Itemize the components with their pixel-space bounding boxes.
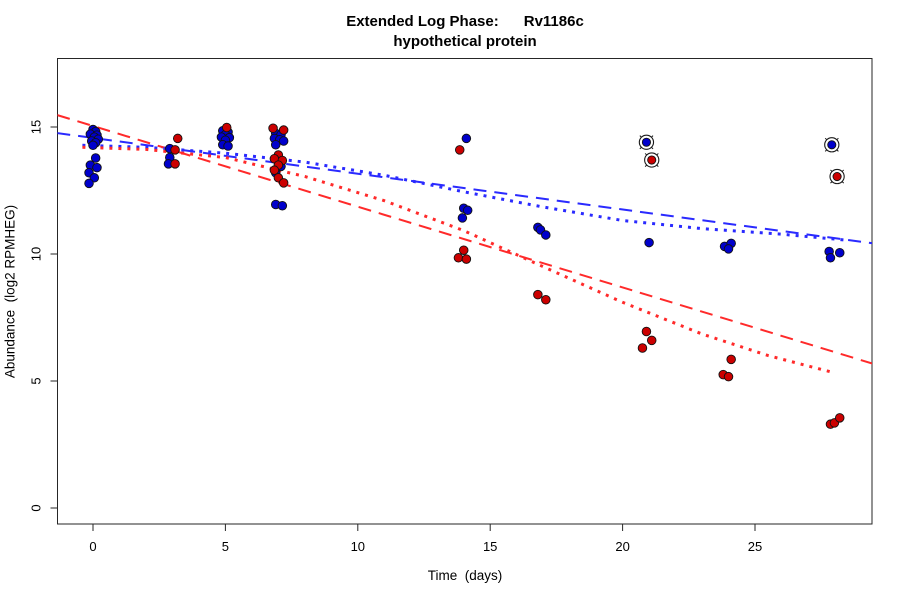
y-tick-label: 5 <box>29 377 44 384</box>
data-point <box>223 141 233 151</box>
outlier-point <box>641 137 651 147</box>
data-point <box>644 237 654 248</box>
data-point <box>461 254 472 264</box>
series-blue-points <box>84 124 845 263</box>
series-red-points <box>170 122 845 429</box>
data-point <box>172 133 183 144</box>
y-tick-label: 15 <box>29 120 44 134</box>
data-point <box>723 244 734 254</box>
data-point <box>458 245 469 255</box>
x-tick-label: 5 <box>222 539 229 554</box>
x-tick-label: 15 <box>483 539 497 554</box>
data-point <box>834 413 845 423</box>
y-tick-label: 0 <box>29 504 44 511</box>
data-point <box>541 294 551 305</box>
data-point <box>454 145 465 155</box>
data-point <box>278 178 289 188</box>
data-point <box>726 354 736 365</box>
x-tick-label: 20 <box>615 539 629 554</box>
chart-title: Extended Log Phase: Rv1186c <box>346 13 584 30</box>
data-point <box>462 205 473 216</box>
data-point <box>541 230 551 240</box>
data-point <box>277 200 288 211</box>
data-point <box>268 123 278 134</box>
plot-box <box>57 58 873 525</box>
data-point <box>453 253 464 263</box>
data-point <box>834 247 845 258</box>
x-tick-label: 10 <box>351 539 365 554</box>
x-axis-label: Time (days) <box>427 568 503 583</box>
data-point <box>646 335 657 346</box>
series-blue-circled-outliers <box>638 134 840 153</box>
x-tick-label: 25 <box>748 539 762 554</box>
data-point <box>637 343 648 353</box>
outlier-point <box>827 140 837 150</box>
data-point <box>90 153 101 163</box>
y-axis-label: Abundance (log2 RPMHEG) <box>2 204 18 379</box>
fit-line-blue-dotted-curve-fit <box>82 143 846 242</box>
outlier-point <box>647 155 657 165</box>
data-point <box>92 162 102 173</box>
outlier-point <box>832 171 842 182</box>
data-point <box>170 145 180 155</box>
chart-subtitle: hypothetical protein <box>393 33 537 50</box>
data-point <box>221 122 232 133</box>
x-tick-label: 0 <box>89 539 96 554</box>
fit-line-blue-dashed-linear-fit <box>57 132 872 245</box>
data-point <box>641 326 652 337</box>
fit-line-red-dashed-linear-fit <box>57 114 872 365</box>
data-point <box>269 165 280 175</box>
data-point <box>170 159 180 169</box>
data-point <box>278 136 289 146</box>
series-red-circled-outliers <box>644 152 845 185</box>
data-point <box>270 140 281 150</box>
data-point <box>88 140 98 151</box>
y-tick-label: 10 <box>29 247 44 261</box>
fit-line-red-dotted-curve-fit <box>82 145 833 374</box>
data-point <box>278 125 289 135</box>
data-point <box>457 213 468 223</box>
x-axis: 0 5 10 15 20 25 <box>89 524 762 554</box>
data-point <box>723 371 734 382</box>
data-point <box>461 133 472 144</box>
data-point <box>84 178 94 189</box>
data-point <box>533 289 543 300</box>
data-point <box>825 253 836 263</box>
y-axis: 0 5 10 15 <box>29 120 58 512</box>
